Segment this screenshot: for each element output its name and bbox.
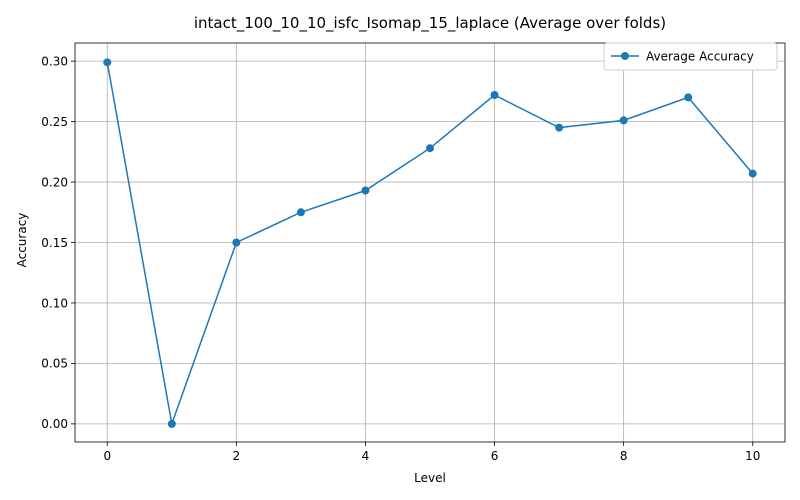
legend: Average Accuracy [603, 42, 778, 71]
y-tick-label: 0.00 [41, 417, 68, 431]
data-point [619, 116, 628, 125]
x-tick-label: 4 [362, 449, 370, 463]
x-axis-ticks: 0 2 4 6 8 10 [103, 442, 760, 463]
x-tick-label: 10 [745, 449, 760, 463]
x-axis-label: Level [414, 471, 446, 485]
x-tick-label: 0 [103, 449, 111, 463]
x-tick-label: 6 [491, 449, 499, 463]
data-point [490, 90, 499, 99]
y-tick-label: 0.05 [41, 357, 68, 371]
data-point [748, 169, 757, 178]
legend-marker [621, 52, 629, 60]
data-point [426, 144, 434, 153]
x-tick-label: 2 [233, 449, 241, 463]
x-tick-label: 8 [620, 449, 628, 463]
data-point [361, 186, 370, 195]
chart-title: intact_100_10_10_isfc_Isomap_15_laplace … [194, 14, 666, 33]
y-tick-label: 0.25 [41, 115, 68, 129]
y-axis-label: Accuracy [15, 213, 29, 268]
y-tick-label: 0.15 [41, 236, 68, 250]
y-axis-ticks: 0.00 0.05 0.10 0.15 0.20 0.25 0.30 [41, 54, 75, 431]
y-tick-label: 0.10 [41, 296, 68, 310]
data-point [684, 93, 693, 102]
legend-entry-average-accuracy: Average Accuracy [646, 50, 754, 64]
data-point [555, 123, 564, 132]
grid-lines [75, 43, 785, 442]
series-line [106, 62, 754, 427]
y-tick-label: 0.30 [41, 54, 68, 68]
series-layer [103, 58, 757, 428]
y-tick-label: 0.20 [41, 175, 68, 189]
data-point [167, 419, 176, 428]
data-point [296, 208, 305, 217]
legend-box [603, 42, 778, 71]
data-point [103, 58, 112, 67]
data-point [232, 238, 241, 247]
